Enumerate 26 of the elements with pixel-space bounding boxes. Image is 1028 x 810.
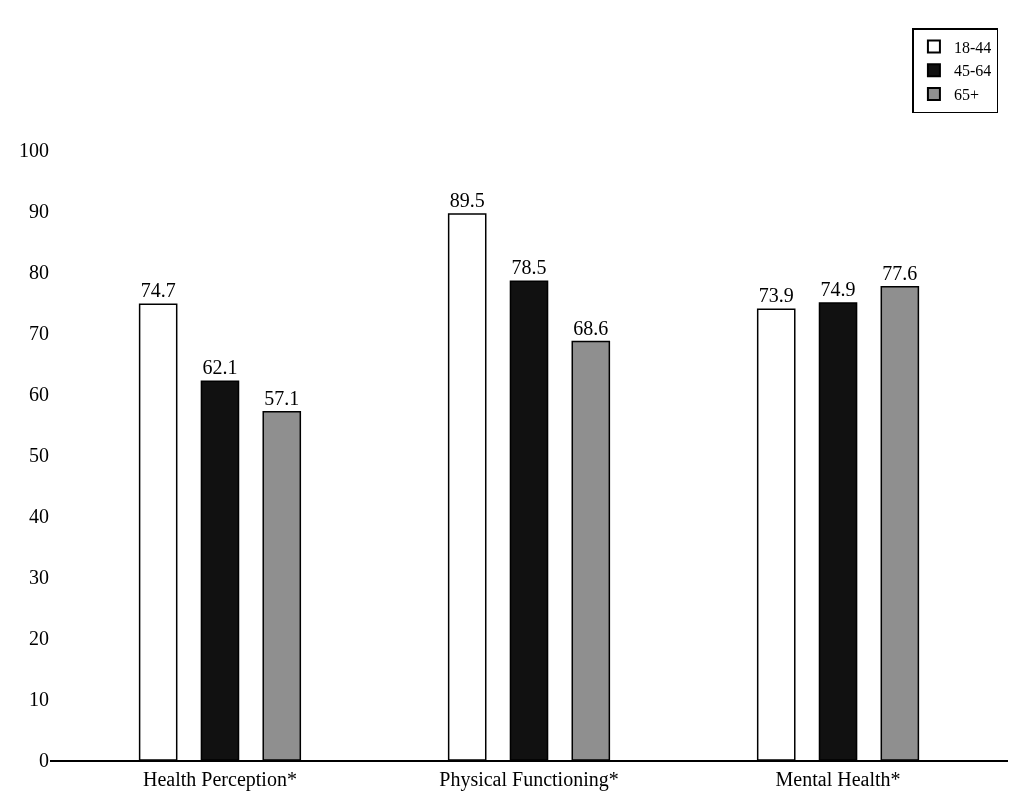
data-label: 57.1 <box>264 386 300 409</box>
data-label: 74.7 <box>140 279 176 302</box>
x-tick-label: Mental Health* <box>775 767 901 790</box>
y-tick-label: 80 <box>29 261 49 283</box>
data-label: 73.9 <box>758 284 794 307</box>
x-tick-label: Health Perception* <box>143 767 297 791</box>
legend-label: 45-64 <box>953 62 992 80</box>
y-tick-label: 90 <box>29 200 49 222</box>
y-tick-label: 60 <box>29 383 49 405</box>
data-label: 77.6 <box>882 261 918 284</box>
y-tick-label: 50 <box>29 444 49 466</box>
y-tick-label: 0 <box>39 749 49 771</box>
x-tick-label: Physical Functioning* <box>439 767 619 791</box>
legend-label: 18-44 <box>953 38 992 56</box>
data-label: 68.6 <box>573 316 609 339</box>
legend-label: 65+ <box>953 86 979 104</box>
y-tick-label: 100 <box>19 139 49 161</box>
y-tick-label: 10 <box>29 688 49 710</box>
y-tick-label: 30 <box>29 566 49 588</box>
data-label: 74.9 <box>820 278 856 301</box>
data-label: 78.5 <box>511 256 547 279</box>
y-tick-label: 70 <box>29 322 49 344</box>
y-tick-label: 40 <box>29 505 49 527</box>
data-label: 89.5 <box>449 189 485 212</box>
data-label: 62.1 <box>202 356 238 379</box>
y-tick-label: 20 <box>29 627 49 649</box>
